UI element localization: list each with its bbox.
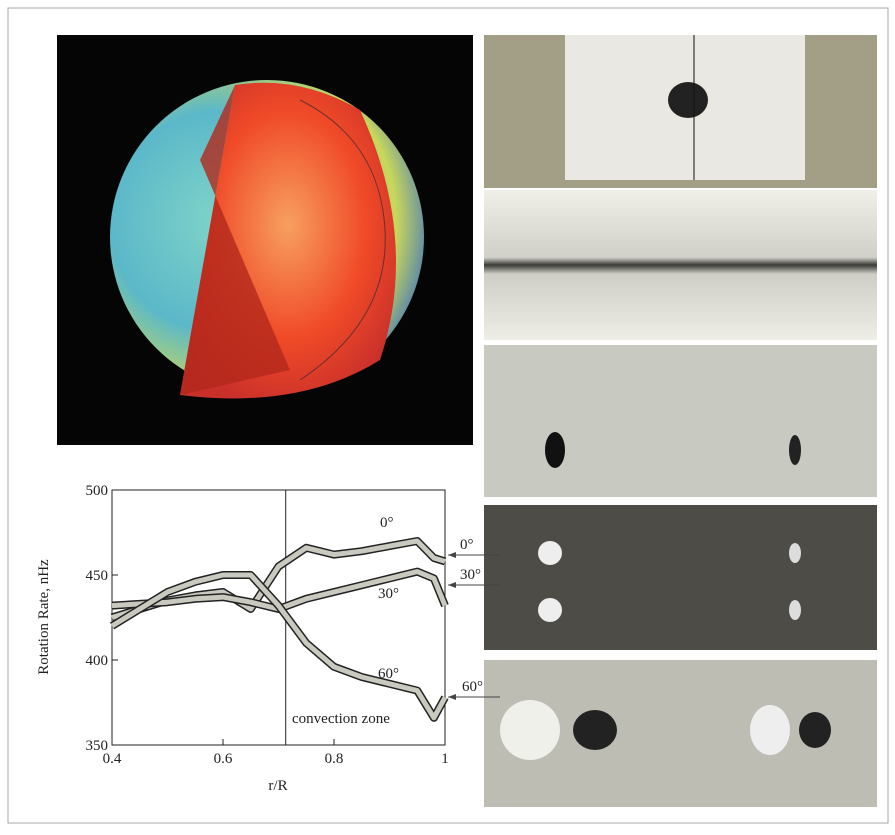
series-label: 60° (378, 666, 399, 682)
series-label: 30° (378, 586, 399, 602)
blob (789, 543, 801, 563)
blob (750, 705, 790, 755)
series-label: 0° (380, 515, 394, 531)
panel-4 (484, 505, 877, 650)
x-tick-label: 1 (441, 751, 449, 767)
x-tick-label: 0.8 (325, 751, 344, 767)
y-axis-label: Rotation Rate, nHz (36, 559, 52, 675)
y-tick-label: 450 (86, 568, 109, 584)
annotation: convection zone (292, 711, 390, 727)
sunspot (668, 82, 708, 118)
y-tick-label: 400 (86, 653, 109, 669)
x-tick-label: 0.6 (214, 751, 233, 767)
blob (500, 700, 560, 760)
panel-2 (484, 190, 877, 340)
arrow-label: 30° (460, 567, 481, 583)
x-axis-label: r/R (268, 778, 287, 794)
page: {"chart_data": {"type": "line", "y_label… (0, 0, 895, 835)
panel-3 (484, 345, 877, 497)
blob (789, 600, 801, 620)
blob (799, 712, 831, 748)
blob (545, 432, 565, 468)
blob (538, 598, 562, 622)
arrow-label: 60° (462, 679, 483, 695)
x-tick-label: 0.4 (103, 751, 122, 767)
arrow-label: 0° (460, 537, 474, 553)
y-tick-label: 500 (86, 483, 109, 499)
blob (538, 541, 562, 565)
figure: Rotation Rate, nHz r/R convection zone 3… (0, 0, 895, 830)
blob (789, 435, 801, 465)
blob (573, 710, 617, 750)
